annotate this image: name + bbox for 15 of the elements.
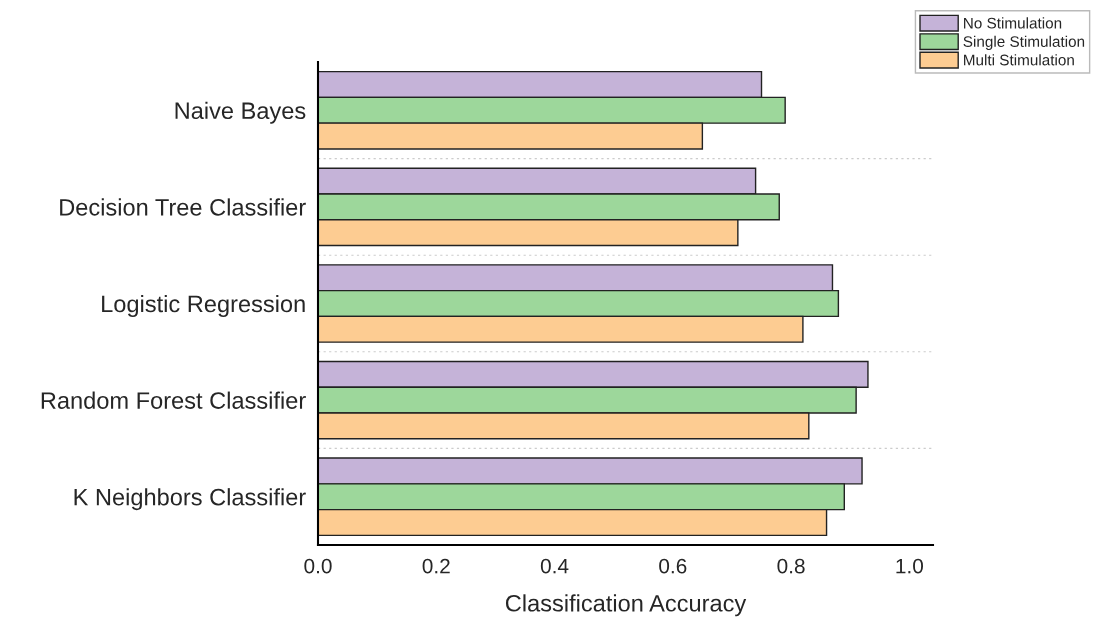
x-tick-label: 1.0	[896, 558, 924, 574]
legend-label: Single Stimulation	[963, 35, 1085, 51]
y-tick-label: Random Forest Classifier	[41, 391, 306, 409]
x-tick-label: 0.0	[304, 558, 332, 574]
x-tick-label: 0.6	[659, 558, 687, 574]
y-tick-label: K Neighbors Classifier	[74, 488, 306, 511]
x-tick-label: 0.8	[777, 558, 805, 574]
legend-label: Multi Stimulation	[964, 54, 1074, 66]
x-tick-label: 0.4	[540, 558, 569, 574]
legend-label: No Stimulation	[964, 17, 1062, 29]
y-tick-label: Naive Bayes	[175, 101, 306, 124]
x-tick-label: 0.2	[422, 558, 450, 574]
y-tick-label: Logistic Regression	[102, 294, 305, 317]
y-tick-label: Decision Tree Classifier	[60, 198, 306, 216]
x-axis-title: Classification Accuracy	[505, 594, 747, 617]
